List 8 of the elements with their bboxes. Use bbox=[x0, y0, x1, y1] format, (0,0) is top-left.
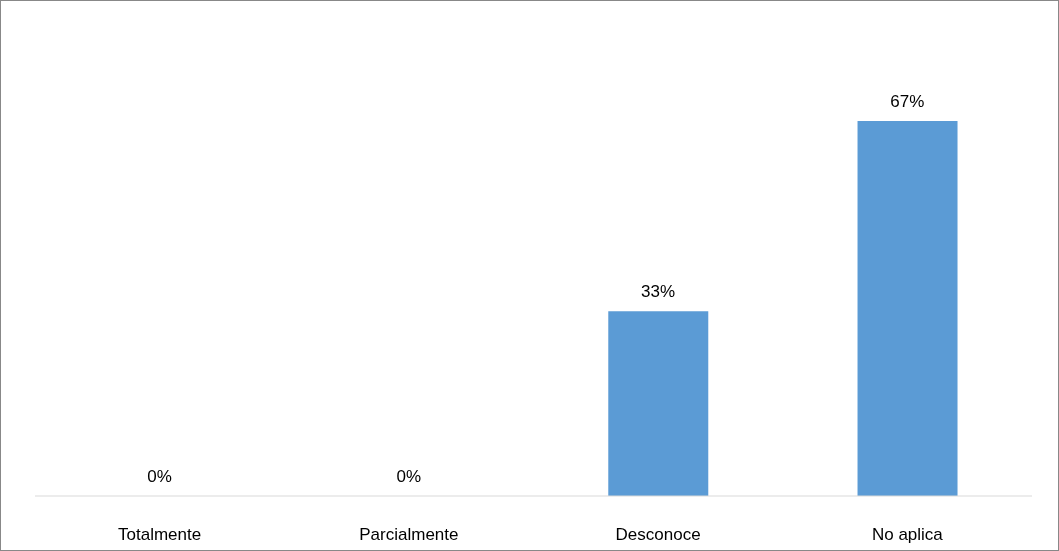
x-tick-label: No aplica bbox=[871, 525, 944, 544]
data-label: 0% bbox=[396, 467, 422, 486]
data-label: 67% bbox=[890, 92, 925, 111]
x-tick-label: Totalmente bbox=[118, 525, 202, 544]
x-tick-label: Desconoce bbox=[615, 525, 701, 544]
data-label: 0% bbox=[147, 467, 172, 486]
data-label: 33% bbox=[641, 282, 676, 302]
x-tick-label: Parcialmente bbox=[359, 525, 459, 544]
